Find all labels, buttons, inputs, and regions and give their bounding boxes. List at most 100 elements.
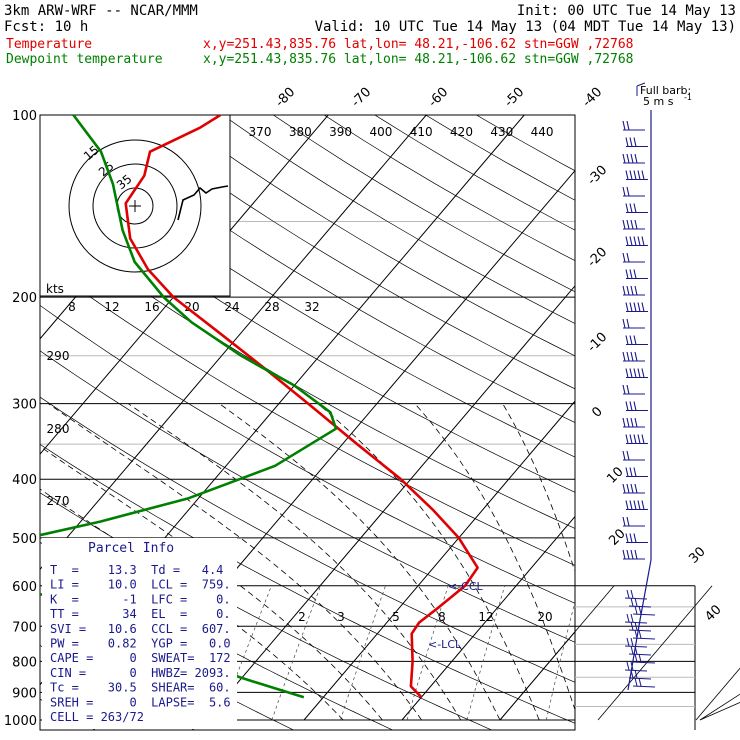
- wind-barb-icon: [622, 384, 645, 395]
- dry-adiabat-line: [70, 115, 575, 423]
- isotherm-labels: -80 -70 -60 -50 -40 -30 -20 -10 0 10 20 30 40: [273, 85, 725, 625]
- wind-barb-icon: [628, 645, 652, 656]
- wind-scale-label: 24: [224, 300, 239, 314]
- parcel-info-row: T = 13.3 Td = 4.4: [50, 563, 223, 577]
- pressure-axis: 100 200 300 400 500 600 700 800 900 1000: [4, 109, 37, 729]
- wind-barb-icon: [625, 137, 648, 148]
- parcel-info-row: SVI = 10.6 CCL = 607.: [50, 622, 231, 636]
- pressure-tick-label: 500: [12, 532, 37, 547]
- isotherm-extension-line: [499, 585, 615, 721]
- isotherm-extension-line: [597, 585, 713, 721]
- wind-barb-icon: [622, 549, 645, 560]
- wind-barb-icon: [622, 351, 645, 362]
- isotherm-line: [303, 400, 575, 721]
- dry-adiabat-line: [0, 115, 1, 733]
- parcel-info-row: TT = 34 EL = 0.: [50, 607, 231, 621]
- wind-barb-icon: [625, 434, 648, 445]
- isotherm-label: -70: [349, 85, 375, 111]
- isotherm-label: 10: [604, 464, 626, 486]
- wind-barb-icon: [622, 516, 645, 527]
- plot-border: [39, 114, 576, 731]
- isotherm-label: 20: [606, 526, 628, 548]
- mixing-ratio-label: 20: [537, 610, 552, 624]
- isotherm-line: [401, 515, 575, 721]
- dry-adiabat-line: [425, 115, 575, 201]
- dry-adiabat-line: [120, 115, 575, 390]
- theta-label: 390: [329, 125, 352, 139]
- moist-adiabat-line: [40, 445, 383, 721]
- mixing-ratio-label: 8: [438, 610, 446, 624]
- pressure-tick-label: 800: [12, 655, 37, 670]
- pressure-tick-label: 700: [12, 620, 37, 635]
- isotherm-label: -40: [580, 85, 606, 111]
- dewpoint-legend: Dewpoint temperature: [6, 52, 163, 67]
- isotherm-label: -80: [273, 85, 299, 111]
- model-title: 3km ARW-WRF -- NCAR/MMM: [4, 3, 198, 19]
- mixing-ratio-label: 3: [337, 610, 345, 624]
- isotherm-line: [499, 630, 575, 721]
- isotherm-label: 30: [686, 544, 708, 566]
- mixing-ratio-label: 12: [478, 610, 493, 624]
- pressure-tick-label: 900: [12, 686, 37, 701]
- isotherm-line: [598, 115, 740, 720]
- moist-adiabat-line: [48, 403, 422, 721]
- wind-barb-icon: [625, 401, 648, 412]
- parcel-info-title: Parcel Info: [88, 541, 174, 556]
- wind-scale-label: 20: [184, 300, 199, 314]
- ccl-annotation: <-CCL: [448, 580, 484, 593]
- parcel-info-row: CELL = 263/72: [50, 710, 144, 724]
- wind-barb-icon: [622, 219, 645, 230]
- moist-adiabat-line: [414, 403, 575, 711]
- theta-label: 400: [369, 125, 392, 139]
- isotherm-label: -30: [585, 163, 611, 189]
- moist-adiabat-line: [317, 403, 540, 721]
- wind-barb-icon: [632, 677, 656, 688]
- wind-key-unit-exponent: -1: [684, 93, 692, 102]
- dry-adiabat-line: [40, 443, 575, 724]
- parcel-info-background: [42, 538, 237, 729]
- isotherm-line: [205, 285, 575, 721]
- pressure-tick-label: 600: [12, 580, 37, 595]
- wind-barb-icon: [622, 318, 645, 329]
- dry-adiabat-line: [40, 350, 575, 643]
- wind-barb-icon: [625, 269, 648, 280]
- mixing-ratio-line: [466, 585, 506, 721]
- forecast-hour: Fcst: 10 h: [4, 19, 88, 35]
- wind-barb-icon: [625, 533, 648, 544]
- temperature-legend: Temperature: [6, 37, 92, 52]
- wind-barb-icon: [625, 500, 648, 511]
- dry-adiabat-line: [40, 304, 575, 604]
- wind-barbs: [622, 110, 656, 691]
- theta-label: 370: [249, 125, 272, 139]
- isotherm-line: [696, 115, 740, 720]
- mixing-ratio-line: [271, 585, 321, 721]
- init-time: Init: 00 UTC Tue 14 May 13: [517, 3, 736, 19]
- wind-scale-labels: 8 12 16 20 24 28 32: [68, 300, 319, 314]
- theta-label: 430: [490, 125, 513, 139]
- temperature-station-info: x,y=251.43,835.76 lat,lon= 48.21,-106.62…: [203, 37, 633, 52]
- wind-barb-icon: [632, 653, 656, 664]
- wind-barb-icon: [622, 186, 645, 197]
- wind-reference-line: [627, 110, 652, 691]
- isotherm-label: -60: [426, 85, 452, 111]
- wind-barb-icon: [622, 120, 645, 131]
- wind-scale-label: 12: [104, 300, 119, 314]
- wind-key-value: 5 m s: [643, 95, 674, 108]
- isotherm-extension-line: [699, 693, 740, 721]
- pressure-tick-label: 400: [12, 473, 37, 488]
- wind-barb-icon: [625, 335, 648, 346]
- wind-scale-label: 16: [144, 300, 159, 314]
- lcl-annotation: <-LCL: [428, 638, 462, 651]
- parcel-info-row: LI = 10.0 LCL = 759.: [50, 578, 231, 592]
- mixing-ratio-line: [406, 585, 449, 721]
- theta-label: 380: [289, 125, 312, 139]
- isotherm-label: -10: [585, 330, 611, 356]
- hodograph-trace: [177, 185, 229, 221]
- wind-barb-icon: [625, 467, 648, 478]
- dry-adiabat-line: [40, 260, 575, 566]
- hodograph-units: kts: [46, 282, 64, 296]
- wind-scale-label: 32: [304, 300, 319, 314]
- wind-scale-label: 28: [264, 300, 279, 314]
- hodograph-ring: [68, 139, 202, 273]
